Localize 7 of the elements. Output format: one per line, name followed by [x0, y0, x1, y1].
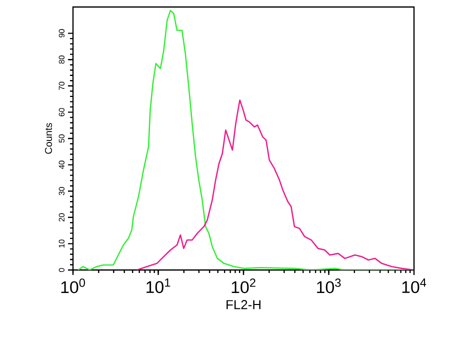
x-tick-label: 10$^{0}$	[61, 278, 85, 294]
y-axis-title: Counts	[44, 123, 52, 154]
x-axis-title: FL2-H	[226, 300, 260, 310]
x-tick-label: 10$^{3}$	[317, 278, 341, 294]
x-tick-label: 10$^{4}$	[402, 278, 426, 294]
x-tick-label: 10$^{2}$	[232, 278, 256, 294]
x-tick-label: 10$^{1}$	[146, 278, 170, 294]
